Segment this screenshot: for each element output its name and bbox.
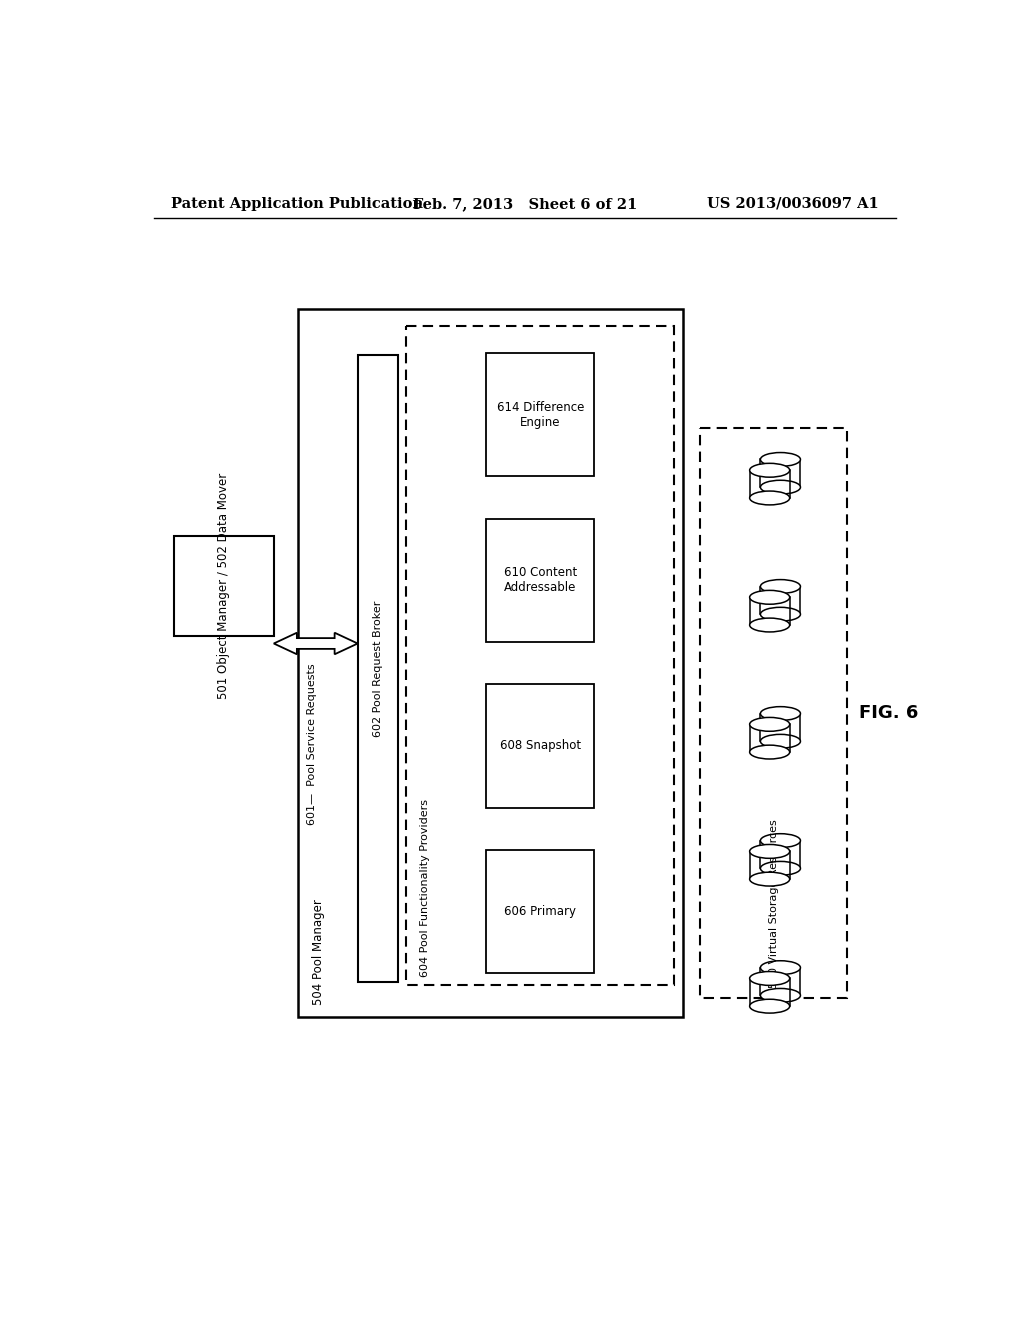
Ellipse shape (761, 989, 801, 1002)
Ellipse shape (750, 618, 790, 632)
Ellipse shape (750, 972, 790, 985)
Ellipse shape (750, 845, 790, 858)
Ellipse shape (750, 491, 790, 506)
Ellipse shape (761, 579, 801, 594)
Bar (486, 684, 594, 808)
Text: 608 Snapshot: 608 Snapshot (500, 739, 581, 752)
Text: 602 Pool Request Broker: 602 Pool Request Broker (373, 601, 383, 737)
Text: 610 Content
Addressable: 610 Content Addressable (504, 566, 577, 594)
Ellipse shape (750, 463, 790, 477)
Bar (486, 354, 594, 477)
Text: 614 Difference
Engine: 614 Difference Engine (497, 401, 584, 429)
Text: Feb. 7, 2013   Sheet 6 of 21: Feb. 7, 2013 Sheet 6 of 21 (413, 197, 637, 211)
Text: Patent Application Publication: Patent Application Publication (171, 197, 423, 211)
Text: 504 Pool Manager: 504 Pool Manager (312, 899, 326, 1006)
Bar (298, 309, 683, 1016)
Bar (486, 850, 594, 973)
Bar (174, 536, 273, 636)
Ellipse shape (750, 590, 790, 605)
Ellipse shape (750, 744, 790, 759)
Text: 601—  Pool Service Requests: 601— Pool Service Requests (307, 664, 316, 825)
Ellipse shape (761, 961, 801, 974)
Ellipse shape (750, 999, 790, 1014)
Bar (486, 519, 594, 642)
Text: 606 Primary: 606 Primary (504, 906, 577, 917)
Text: 604 Pool Functionality Providers: 604 Pool Functionality Providers (420, 799, 430, 977)
Ellipse shape (761, 834, 801, 847)
Text: FIG. 6: FIG. 6 (859, 704, 919, 722)
Text: US 2013/0036097 A1: US 2013/0036097 A1 (708, 197, 879, 211)
Text: 510 Virtual Storage Resources: 510 Virtual Storage Resources (768, 820, 778, 989)
Bar (700, 428, 847, 998)
Ellipse shape (750, 718, 790, 731)
Bar (407, 326, 674, 985)
Ellipse shape (761, 862, 801, 875)
Ellipse shape (761, 734, 801, 748)
Ellipse shape (761, 453, 801, 466)
Text: 501 Object Manager / 502 Data Mover: 501 Object Manager / 502 Data Mover (217, 473, 230, 698)
Polygon shape (273, 632, 357, 655)
Ellipse shape (761, 480, 801, 494)
Ellipse shape (761, 706, 801, 721)
Bar (357, 355, 397, 982)
Ellipse shape (750, 873, 790, 886)
Ellipse shape (761, 607, 801, 622)
